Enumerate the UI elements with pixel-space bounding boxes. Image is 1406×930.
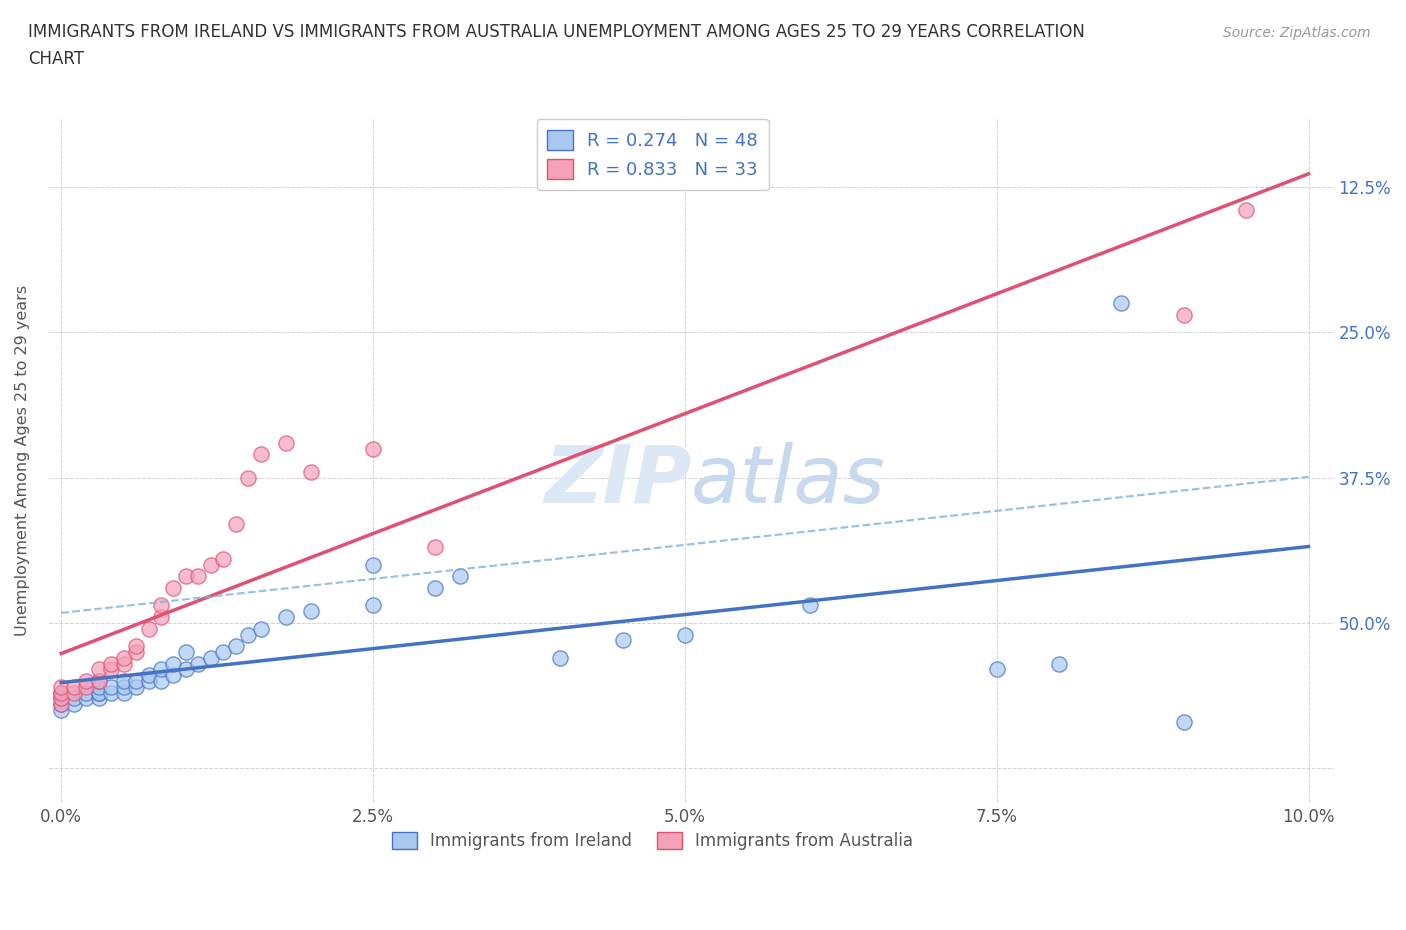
Point — [125, 673, 148, 688]
Point — [62, 685, 84, 700]
Point — [162, 580, 184, 595]
Point — [986, 662, 1008, 677]
Point — [612, 633, 634, 648]
Point — [87, 685, 110, 700]
Point — [1111, 296, 1133, 311]
Point — [225, 517, 247, 532]
Point — [200, 557, 222, 572]
Point — [425, 580, 447, 595]
Point — [238, 471, 260, 485]
Point — [162, 668, 184, 683]
Point — [449, 569, 471, 584]
Point — [87, 685, 110, 700]
Point — [1234, 203, 1257, 218]
Point — [51, 691, 73, 706]
Point — [125, 639, 148, 654]
Point — [150, 598, 173, 613]
Point — [87, 691, 110, 706]
Point — [174, 569, 197, 584]
Legend: Immigrants from Ireland, Immigrants from Australia: Immigrants from Ireland, Immigrants from… — [385, 825, 920, 857]
Point — [361, 598, 384, 613]
Point — [100, 657, 122, 671]
Point — [75, 673, 97, 688]
Point — [62, 697, 84, 711]
Point — [138, 673, 160, 688]
Point — [212, 551, 235, 566]
Point — [112, 657, 135, 671]
Point — [299, 604, 322, 618]
Point — [1173, 714, 1195, 729]
Point — [75, 680, 97, 695]
Point — [1173, 308, 1195, 323]
Point — [212, 644, 235, 659]
Point — [100, 662, 122, 677]
Y-axis label: Unemployment Among Ages 25 to 29 years: Unemployment Among Ages 25 to 29 years — [15, 285, 30, 636]
Point — [75, 685, 97, 700]
Point — [799, 598, 821, 613]
Point — [425, 540, 447, 555]
Point — [100, 680, 122, 695]
Point — [51, 685, 73, 700]
Point — [361, 557, 384, 572]
Text: atlas: atlas — [692, 442, 886, 520]
Point — [673, 627, 696, 642]
Point — [150, 673, 173, 688]
Point — [200, 650, 222, 665]
Point — [125, 680, 148, 695]
Point — [51, 697, 73, 711]
Point — [138, 621, 160, 636]
Point — [238, 627, 260, 642]
Point — [187, 657, 209, 671]
Point — [51, 685, 73, 700]
Point — [274, 610, 297, 625]
Point — [87, 673, 110, 688]
Text: IMMIGRANTS FROM IRELAND VS IMMIGRANTS FROM AUSTRALIA UNEMPLOYMENT AMONG AGES 25 : IMMIGRANTS FROM IRELAND VS IMMIGRANTS FR… — [28, 23, 1085, 68]
Point — [361, 441, 384, 456]
Point — [174, 644, 197, 659]
Point — [225, 639, 247, 654]
Point — [112, 650, 135, 665]
Point — [112, 673, 135, 688]
Point — [249, 621, 271, 636]
Point — [51, 703, 73, 718]
Point — [100, 685, 122, 700]
Point — [548, 650, 571, 665]
Point — [249, 447, 271, 462]
Text: Source: ZipAtlas.com: Source: ZipAtlas.com — [1223, 26, 1371, 40]
Point — [112, 685, 135, 700]
Point — [51, 697, 73, 711]
Point — [51, 691, 73, 706]
Point — [1047, 657, 1070, 671]
Point — [187, 569, 209, 584]
Point — [125, 644, 148, 659]
Point — [162, 657, 184, 671]
Point — [299, 464, 322, 479]
Point — [87, 673, 110, 688]
Point — [150, 610, 173, 625]
Point — [138, 668, 160, 683]
Point — [112, 680, 135, 695]
Point — [150, 662, 173, 677]
Text: ZIP: ZIP — [544, 442, 692, 520]
Point — [87, 680, 110, 695]
Point — [62, 691, 84, 706]
Point — [51, 680, 73, 695]
Point — [174, 662, 197, 677]
Point — [75, 691, 97, 706]
Point — [274, 435, 297, 450]
Point — [87, 662, 110, 677]
Point — [62, 680, 84, 695]
